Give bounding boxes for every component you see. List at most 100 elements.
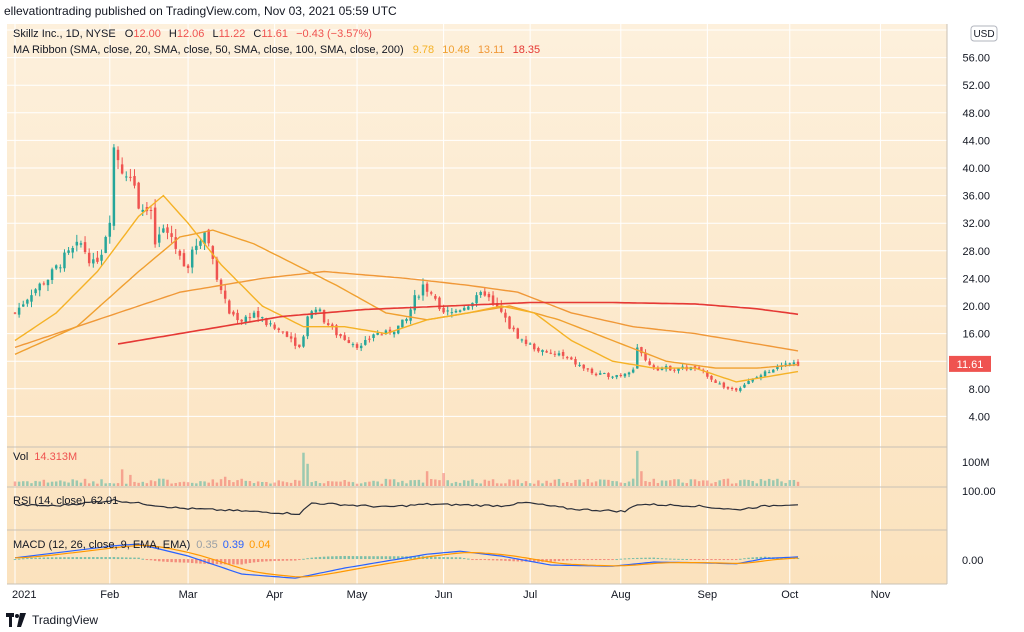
volume-bar — [454, 481, 458, 486]
volume-bar — [417, 479, 421, 486]
macd-histogram-bar — [755, 557, 759, 560]
macd-histogram-bar — [660, 558, 664, 560]
candle-body — [355, 344, 359, 348]
candle-body — [619, 374, 623, 377]
macd-histogram-bar — [623, 558, 627, 560]
macd-histogram-bar — [586, 559, 590, 561]
volume-bar — [170, 483, 173, 486]
volume-bar — [294, 479, 297, 486]
macd-histogram-bar — [619, 558, 623, 560]
volume-bar — [223, 476, 227, 486]
volume-bar — [384, 478, 388, 486]
candle-body — [339, 334, 342, 337]
volume-bar — [364, 482, 367, 486]
candle-body — [104, 236, 107, 253]
macd-histogram-bar — [648, 557, 651, 560]
macd-histogram-bar — [178, 559, 182, 563]
macd-histogram-bar — [557, 559, 561, 562]
price-chart[interactable]: 6056.0052.0048.0044.0040.0036.0032.0028.… — [7, 24, 1018, 609]
chart-area[interactable]: 6056.0052.0048.0044.0040.0036.0032.0028.… — [7, 24, 1018, 609]
publish-line: ellevationtrading published on TradingVi… — [4, 4, 397, 18]
candle-body — [417, 296, 421, 298]
candle-body — [434, 295, 437, 299]
volume-bar — [421, 482, 425, 486]
candle-body — [83, 242, 87, 253]
legend-ma: MA Ribbon (SMA, close, 20, SMA, close, 5… — [13, 44, 540, 56]
candle-body — [438, 297, 441, 310]
volume-bar — [500, 483, 503, 486]
volume-bar — [298, 480, 301, 486]
volume-bar — [623, 483, 627, 486]
macd-histogram-bar — [108, 557, 112, 560]
macd-histogram-bar — [190, 559, 194, 564]
candle-body — [318, 309, 322, 312]
macd-histogram-bar — [697, 559, 701, 561]
macd-histogram-bar — [54, 557, 58, 560]
candle-body — [429, 292, 433, 294]
volume-bar — [722, 479, 726, 486]
candle-body — [421, 284, 425, 296]
volume-bar — [256, 481, 260, 486]
volume-bar — [739, 480, 742, 486]
candle-body — [388, 329, 392, 334]
macd-histogram-bar — [273, 559, 276, 562]
price-tick-label: 16.00 — [962, 329, 990, 341]
volume-bar — [219, 479, 223, 486]
macd-histogram-bar — [401, 556, 404, 560]
candle-body — [244, 316, 248, 323]
volume-bar — [701, 480, 705, 486]
candle-body — [603, 373, 606, 375]
volume-bar — [734, 483, 738, 486]
volume-bar — [582, 482, 585, 486]
macd-histogram-bar — [479, 559, 482, 561]
macd-histogram-bar — [751, 557, 754, 560]
time-tick-label: Jun — [435, 589, 453, 601]
candle-body — [203, 232, 206, 245]
volume-bar — [586, 478, 590, 486]
volume-bar — [438, 480, 441, 486]
volume-bar — [611, 480, 614, 486]
time-tick-label: Jul — [523, 589, 537, 601]
time-tick-label: Aug — [611, 589, 631, 601]
macd-histogram-bar — [734, 559, 738, 561]
macd-histogram-bar — [718, 559, 721, 561]
volume-bar — [244, 480, 248, 486]
candle-body — [294, 337, 297, 346]
volume-legend: Vol 14.313M — [13, 451, 77, 463]
macd-histogram-bar — [726, 559, 730, 561]
candle-body — [166, 227, 169, 233]
volume-bar — [401, 480, 404, 486]
time-tick-label: Nov — [871, 589, 891, 601]
macd-histogram-bar — [384, 556, 388, 560]
macd-histogram-bar — [561, 559, 565, 561]
candle-body — [491, 295, 495, 304]
candle-body — [545, 351, 548, 353]
volume-bar — [784, 483, 787, 486]
currency-tag[interactable] — [970, 25, 998, 42]
candle-body — [541, 349, 544, 353]
macd-histogram-bar — [125, 557, 128, 560]
time-axis: 2021 Feb Mar Apr May Jun Jul Aug Sep Oct Nov — [12, 589, 891, 601]
macd-histogram-bar — [471, 559, 474, 561]
volume-bar — [310, 482, 313, 486]
candle-body — [158, 234, 161, 243]
price-tick-label: 8.00 — [969, 384, 990, 396]
volume-bar — [351, 482, 355, 486]
candle-body — [261, 317, 264, 319]
volume-bar — [87, 483, 91, 486]
macd-histogram-bar — [170, 559, 173, 563]
volume-bar — [673, 479, 676, 486]
candle-body — [153, 207, 157, 245]
candle-body — [479, 292, 482, 296]
volume-bar — [232, 482, 235, 486]
volume-bar — [335, 481, 338, 486]
macd-histogram-bar — [603, 559, 606, 561]
ma-ribbon — [14, 194, 799, 383]
macd-histogram-bar — [228, 559, 231, 565]
macd-histogram-bar — [244, 559, 248, 564]
candle-body — [289, 336, 293, 339]
candle-body — [211, 246, 215, 259]
macd-histogram-bar — [310, 557, 313, 560]
volume-bar — [590, 482, 594, 486]
sma50-line — [14, 229, 799, 369]
